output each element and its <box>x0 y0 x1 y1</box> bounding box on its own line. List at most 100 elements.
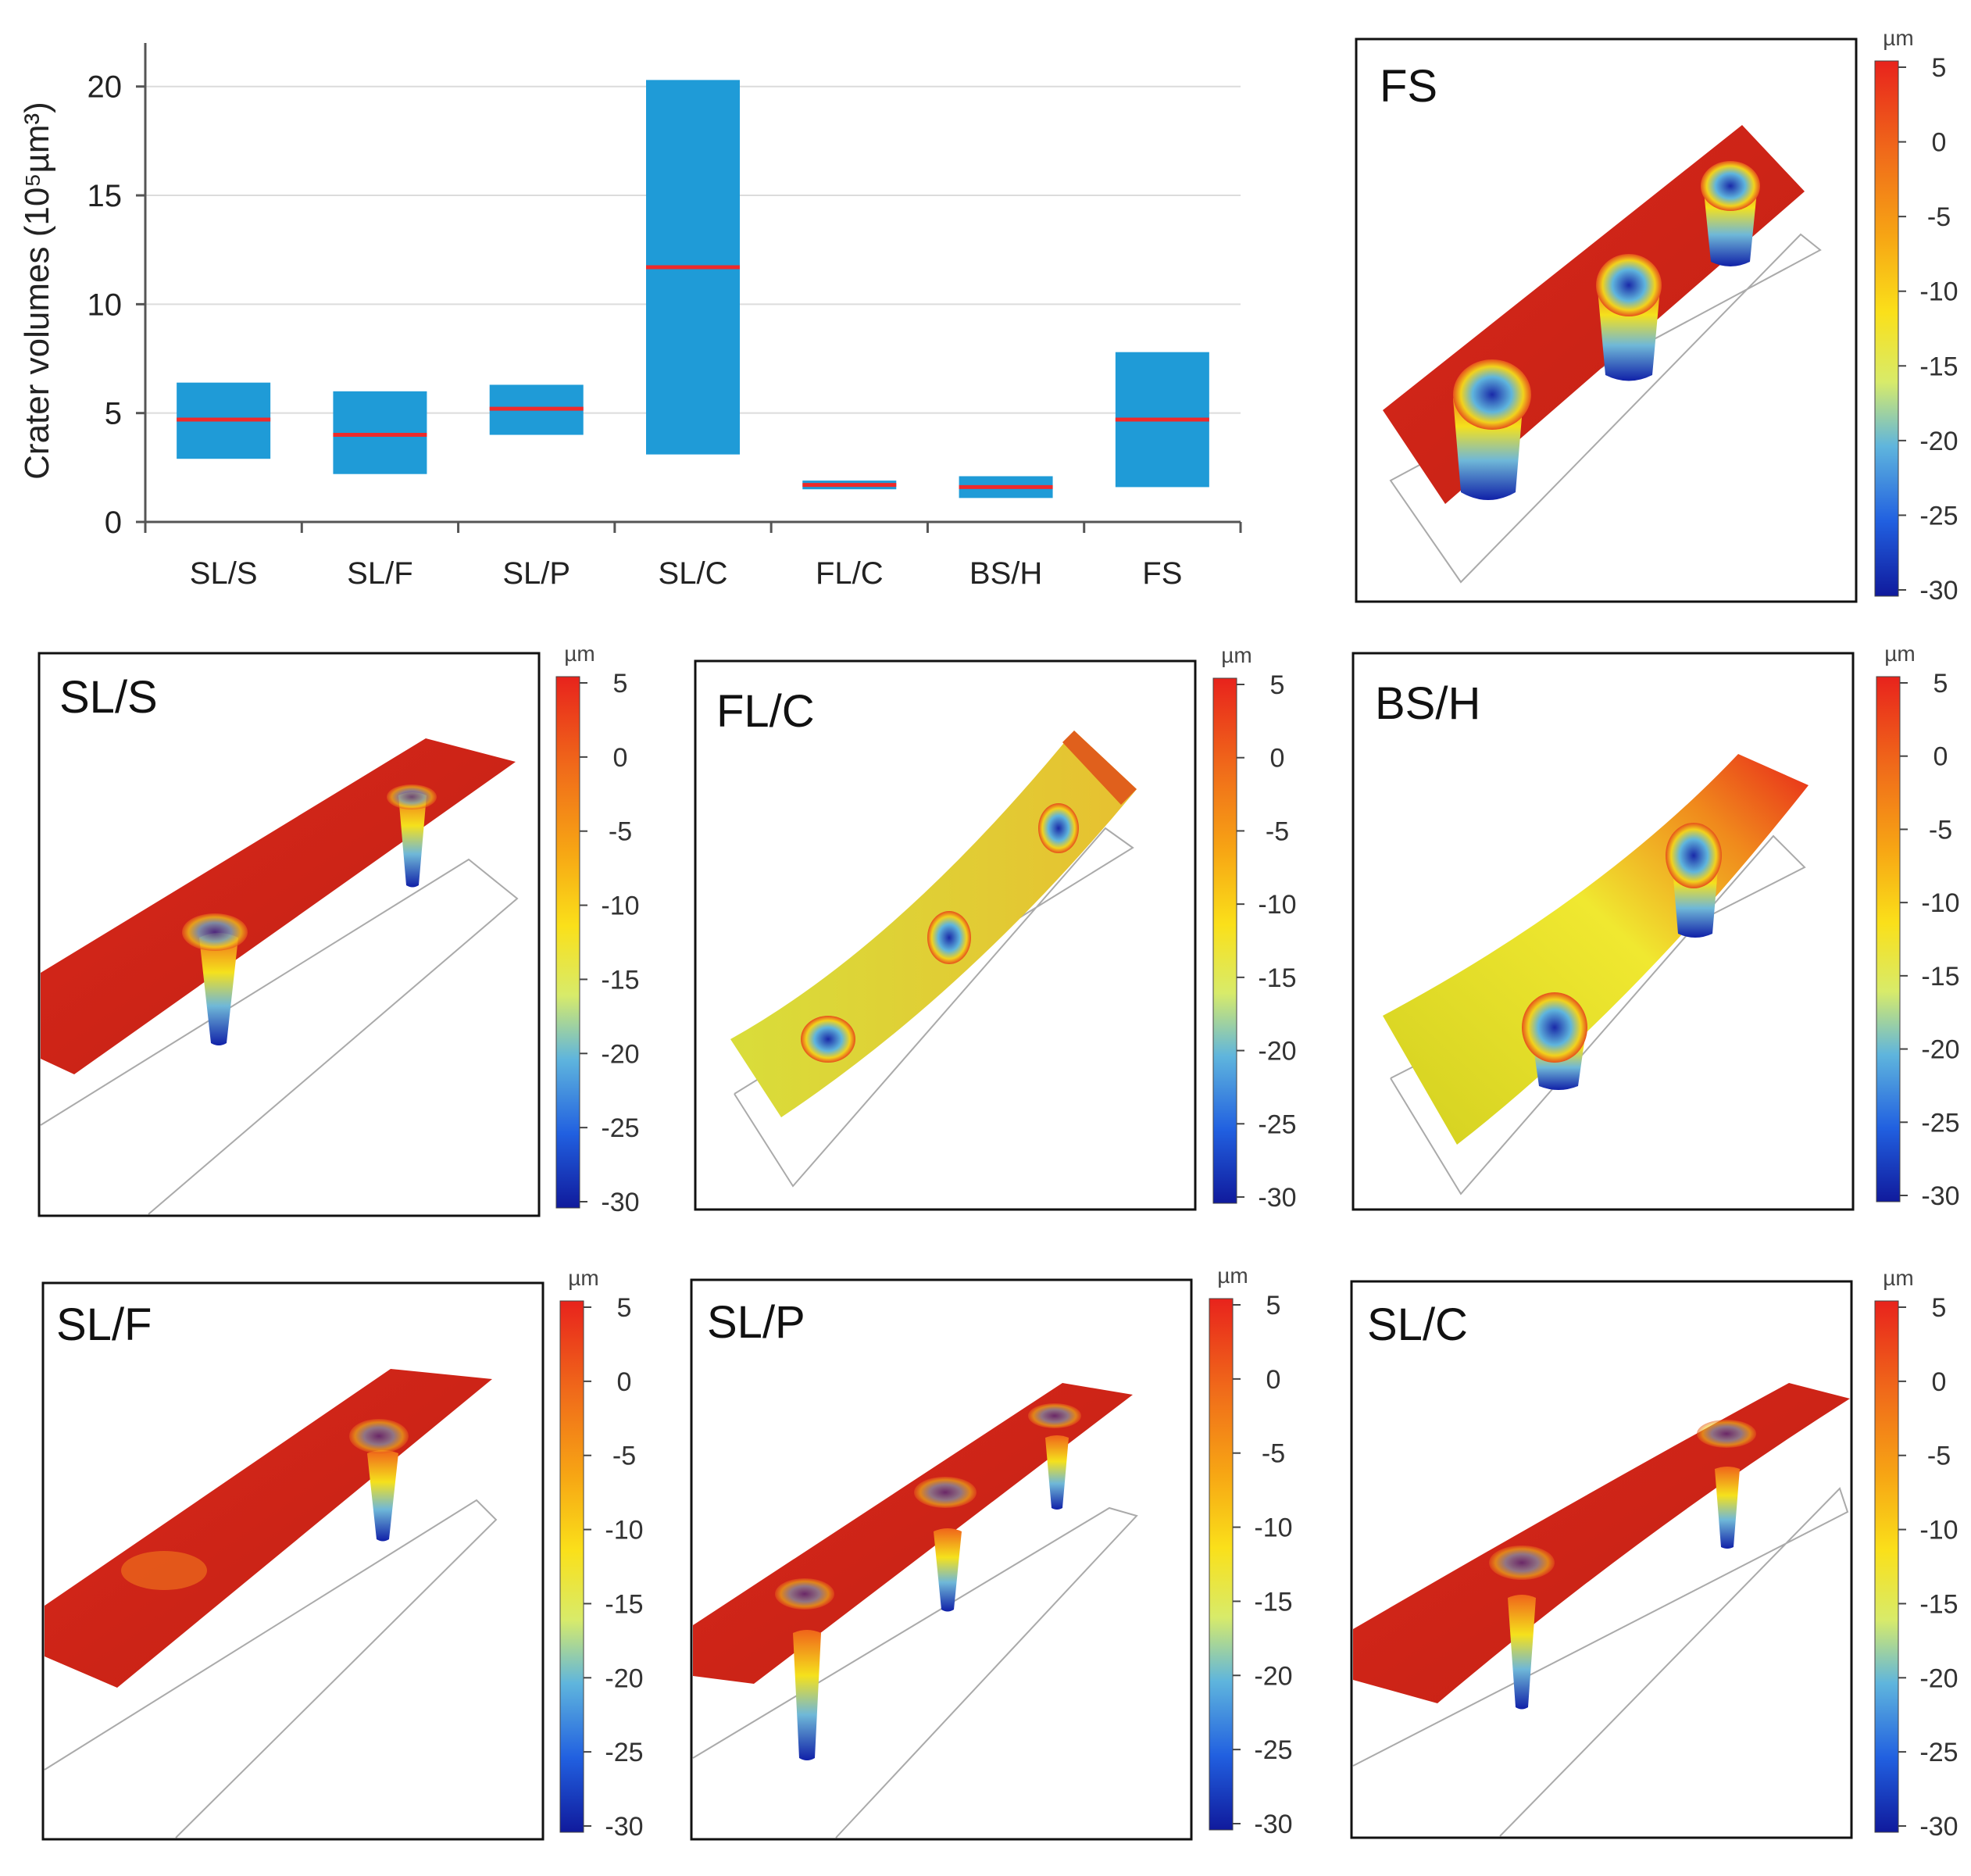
colorbar-flc: µm 5 0 -5 -10 -15 -20 -25 -30 <box>1212 643 1297 1213</box>
panel-slf: SL/F <box>41 1281 545 1841</box>
colorbar-tick-label: 0 <box>1270 744 1285 774</box>
panel-label-slp: SL/P <box>707 1297 805 1348</box>
colorbar-tick-label: 5 <box>1270 670 1285 700</box>
colorbar-slc: µm 5 0 -5 -10 -15 -20 -25 -30 <box>1874 1266 1959 1842</box>
panel-fs: FS <box>1355 38 1858 603</box>
colorbar-tick-label: 0 <box>1934 742 1948 772</box>
colorbar-tick-label: -15 <box>1921 962 1959 992</box>
colorbar-tick-label: -15 <box>601 965 639 995</box>
panel-label-slc: SL/C <box>1367 1299 1468 1350</box>
colorbar-gradient <box>1209 1298 1234 1831</box>
panel-label-fs: FS <box>1380 61 1437 112</box>
colorbar-gradient <box>559 1300 584 1833</box>
y-tick-label: 15 <box>87 179 123 213</box>
colorbar-tick-label: -20 <box>1919 1663 1958 1693</box>
colorbar-tick-label: -25 <box>1258 1110 1296 1139</box>
x-tick-label: SL/P <box>502 556 570 591</box>
colorbar-tick-label: -30 <box>605 1812 643 1842</box>
colorbar-bsh: µm 5 0 -5 -10 -15 -20 -25 -30 <box>1876 641 1960 1211</box>
colorbar-tick-label: 5 <box>613 669 628 699</box>
colorbar-tick-label: -30 <box>1258 1183 1296 1213</box>
colorbar-tick-label: -30 <box>1919 576 1958 606</box>
colorbars: µm 5 0 -5 -10 -15 -20 -25 -30 µm 5 0 -5 -10 -15 -20 -25 -… <box>555 26 1960 1842</box>
colorbar-tick-label: -10 <box>605 1516 643 1545</box>
colorbar-unit: µm <box>1883 1266 1913 1290</box>
panel-label-sls: SL/S <box>59 672 158 723</box>
colorbar-tick-label: -25 <box>1921 1108 1959 1138</box>
colorbar-tick-label: -10 <box>1919 1516 1958 1545</box>
colorbar-tick-label: -15 <box>605 1589 643 1619</box>
colorbar-unit: µm <box>564 641 595 666</box>
colorbar-gradient <box>1212 677 1237 1204</box>
colorbar-sls: µm 5 0 -5 -10 -15 -20 -25 -30 <box>555 641 640 1217</box>
colorbar-tick-label: -5 <box>1927 202 1951 232</box>
colorbar-tick-label: 5 <box>1266 1291 1281 1320</box>
colorbar-tick-label: -5 <box>1929 815 1952 845</box>
y-tick-label: 0 <box>105 506 122 540</box>
surface-panels: FS SL/S FL/C <box>37 38 1858 1841</box>
colorbar-tick-label: -25 <box>605 1738 643 1767</box>
colorbar-tick-label: -20 <box>1919 427 1958 456</box>
x-tick-label: SL/F <box>347 556 412 591</box>
y-tick-label: 10 <box>87 288 123 322</box>
colorbar-tick-label: -25 <box>601 1113 639 1143</box>
colorbar-tick-label: -15 <box>1254 1587 1292 1617</box>
x-tick-label: SL/C <box>659 556 728 591</box>
colorbar-tick-label: -20 <box>1258 1037 1296 1067</box>
colorbar-tick-label: -30 <box>1921 1181 1959 1211</box>
colorbar-tick-label: -20 <box>601 1039 639 1069</box>
colorbar-slf: µm 5 0 -5 -10 -15 -20 -25 -30 <box>559 1266 644 1842</box>
colorbar-gradient <box>555 676 580 1209</box>
x-tick-label: FL/C <box>816 556 884 591</box>
crater-volume-chart: 0 5 10 15 20 SL/S SL/F SL/P SL/C FL/C BS/H FS Crat… <box>18 43 1242 591</box>
colorbar-tick-label: 0 <box>1266 1365 1281 1395</box>
panel-bsh: BS/H <box>1351 652 1855 1211</box>
colorbar-tick-label: -15 <box>1258 963 1296 993</box>
colorbar-tick-label: 0 <box>617 1367 632 1397</box>
colorbar-fs: µm 5 0 -5 -10 -15 -20 -25 -30 <box>1874 26 1959 606</box>
y-tick-labels: 0 5 10 15 20 <box>87 70 123 540</box>
colorbar-gradient <box>1874 60 1899 597</box>
x-tick-labels: SL/S SL/F SL/P SL/C FL/C BS/H FS <box>190 556 1183 591</box>
colorbar-tick-label: -5 <box>612 1442 636 1471</box>
colorbar-tick-label: 5 <box>1934 669 1948 699</box>
colorbar-tick-label: -10 <box>1254 1513 1292 1543</box>
range-bars <box>177 80 1209 498</box>
colorbar-tick-label: -20 <box>1254 1661 1292 1691</box>
colorbar-slp: µm 5 0 -5 -10 -15 -20 -25 -30 <box>1209 1263 1293 1839</box>
colorbar-tick-label: 0 <box>1932 128 1947 158</box>
colorbar-tick-label: -5 <box>1262 1439 1285 1469</box>
panel-label-flc: FL/C <box>716 686 815 737</box>
colorbar-gradient <box>1874 1300 1899 1833</box>
x-tick-label: BS/H <box>969 556 1042 591</box>
colorbar-tick-label: -10 <box>601 892 639 921</box>
colorbar-tick-label: -30 <box>1919 1812 1958 1842</box>
colorbar-tick-label: 0 <box>1932 1367 1947 1397</box>
colorbar-tick-label: 5 <box>1932 1293 1947 1323</box>
colorbar-tick-label: -10 <box>1258 890 1296 920</box>
panel-flc: FL/C <box>694 659 1197 1211</box>
colorbar-unit: µm <box>1884 641 1915 666</box>
colorbar-tick-label: -10 <box>1921 888 1959 918</box>
panel-label-bsh: BS/H <box>1375 678 1480 729</box>
colorbar-tick-label: -10 <box>1919 277 1958 307</box>
colorbar-tick-label: -15 <box>1919 1589 1958 1619</box>
colorbar-tick-label: -20 <box>605 1663 643 1693</box>
range-bar-SL/F <box>333 391 427 474</box>
colorbar-tick-label: -25 <box>1919 1738 1958 1767</box>
colorbar-unit: µm <box>1883 26 1913 50</box>
panel-sls: SL/S <box>37 652 541 1217</box>
y-axis-label: Crater volumes (10⁵µm³) <box>18 102 56 480</box>
colorbar-tick-label: -20 <box>1921 1035 1959 1065</box>
panel-slp: SL/P <box>690 1278 1193 1841</box>
colorbar-tick-label: -5 <box>1266 817 1289 846</box>
colorbar-tick-label: 5 <box>1932 53 1947 83</box>
y-tick-label: 5 <box>105 397 122 431</box>
colorbar-tick-label: -25 <box>1919 501 1958 531</box>
panel-label-slf: SL/F <box>56 1299 152 1350</box>
colorbar-unit: µm <box>1217 1263 1248 1288</box>
x-tick-label: SL/S <box>190 556 258 591</box>
colorbar-gradient <box>1876 676 1901 1202</box>
colorbar-tick-label: -15 <box>1919 352 1958 381</box>
